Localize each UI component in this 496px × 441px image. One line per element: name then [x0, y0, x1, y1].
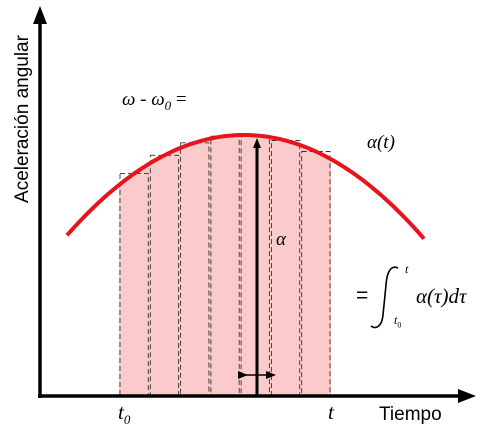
- equals-sign: =: [356, 284, 369, 307]
- integral-upper-limit: t: [405, 262, 409, 276]
- x-axis-arrowhead: [458, 389, 476, 403]
- y-axis-arrowhead: [33, 6, 47, 24]
- integral-area: [119, 135, 331, 396]
- integral-area-fill: [119, 135, 331, 396]
- alpha-label: α: [276, 229, 286, 250]
- omega-difference-label: ω - ω0 =: [122, 89, 187, 113]
- y-axis-label: Aceleración angular: [12, 35, 33, 203]
- alpha-curve: [65, 133, 426, 241]
- curve-label: α(t): [367, 132, 395, 153]
- integrand-label: α(τ)dτ: [416, 284, 467, 308]
- riemann-strip: [180, 142, 210, 397]
- x-axis-label: Tiempo: [379, 404, 442, 425]
- integral-lower-limit: t0: [394, 313, 402, 330]
- t-tick-label: t: [328, 400, 334, 424]
- t0-tick-label: t0: [118, 400, 131, 428]
- integral-sign: [370, 266, 399, 329]
